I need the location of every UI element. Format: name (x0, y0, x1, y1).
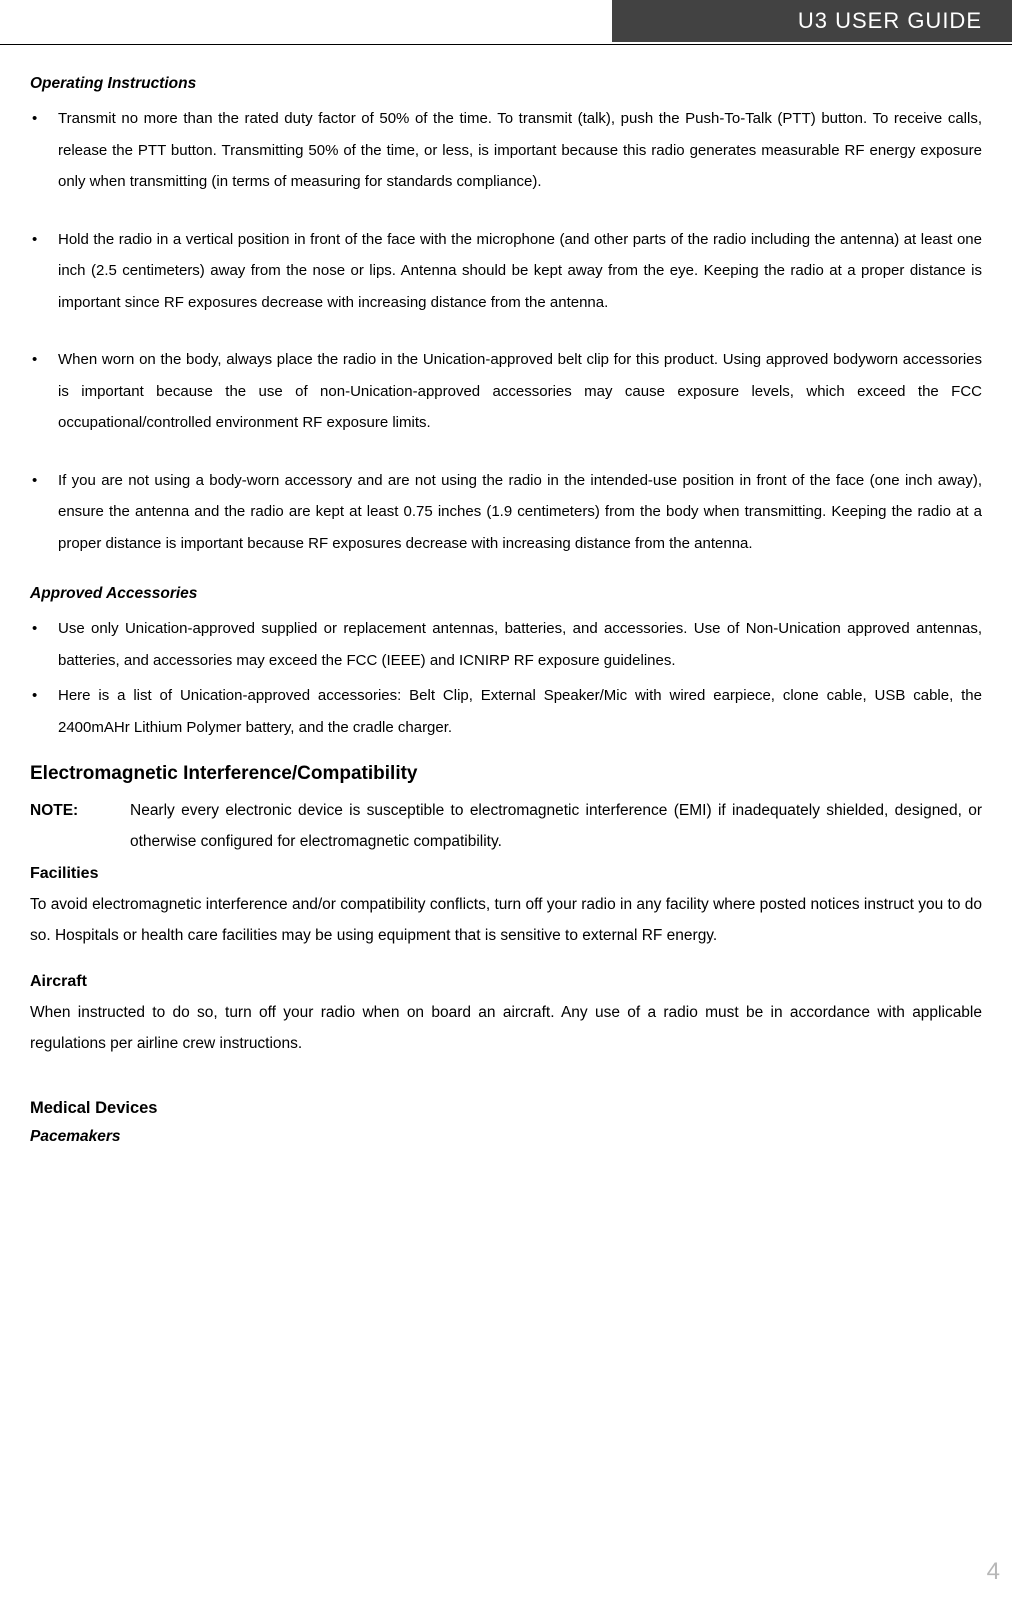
emi-note: NOTE: Nearly every electronic device is … (30, 795, 982, 857)
list-item: • Hold the radio in a vertical position … (30, 224, 982, 319)
note-label: NOTE: (30, 795, 130, 857)
list-item: • When worn on the body, always place th… (30, 344, 982, 439)
bullet-icon: • (30, 465, 58, 560)
list-item: • Here is a list of Unication-approved a… (30, 680, 982, 743)
facilities-heading: Facilities (30, 865, 982, 883)
bullet-icon: • (30, 613, 58, 676)
list-item: • If you are not using a body-worn acces… (30, 465, 982, 560)
operating-instructions-heading: Operating Instructions (30, 75, 982, 93)
pacemakers-heading: Pacemakers (30, 1128, 982, 1146)
list-item: • Use only Unication-approved supplied o… (30, 613, 982, 676)
list-item-text: Hold the radio in a vertical position in… (58, 224, 982, 319)
emi-heading: Electromagnetic Interference/Compatibili… (30, 763, 982, 785)
bullet-icon: • (30, 224, 58, 319)
bullet-icon: • (30, 680, 58, 743)
facilities-text: To avoid electromagnetic interference an… (30, 889, 982, 951)
aircraft-text: When instructed to do so, turn off your … (30, 997, 982, 1059)
header-title: U3 USER GUIDE (612, 0, 1012, 42)
list-item-text: Here is a list of Unication-approved acc… (58, 680, 982, 743)
approved-accessories-list: • Use only Unication-approved supplied o… (30, 613, 982, 743)
approved-accessories-heading: Approved Accessories (30, 585, 982, 603)
header: U3 USER GUIDE (0, 0, 1012, 42)
bullet-icon: • (30, 344, 58, 439)
list-item: • Transmit no more than the rated duty f… (30, 103, 982, 198)
list-item-text: Transmit no more than the rated duty fac… (58, 103, 982, 198)
page: U3 USER GUIDE Operating Instructions • T… (0, 0, 1012, 1600)
bullet-icon: • (30, 103, 58, 198)
operating-instructions-list: • Transmit no more than the rated duty f… (30, 103, 982, 559)
medical-devices-heading: Medical Devices (30, 1099, 982, 1118)
list-item-text: If you are not using a body-worn accesso… (58, 465, 982, 560)
aircraft-heading: Aircraft (30, 973, 982, 991)
content: Operating Instructions • Transmit no mor… (0, 45, 1012, 1146)
page-number: 4 (987, 1558, 1000, 1586)
note-text: Nearly every electronic device is suscep… (130, 795, 982, 857)
list-item-text: When worn on the body, always place the … (58, 344, 982, 439)
list-item-text: Use only Unication-approved supplied or … (58, 613, 982, 676)
